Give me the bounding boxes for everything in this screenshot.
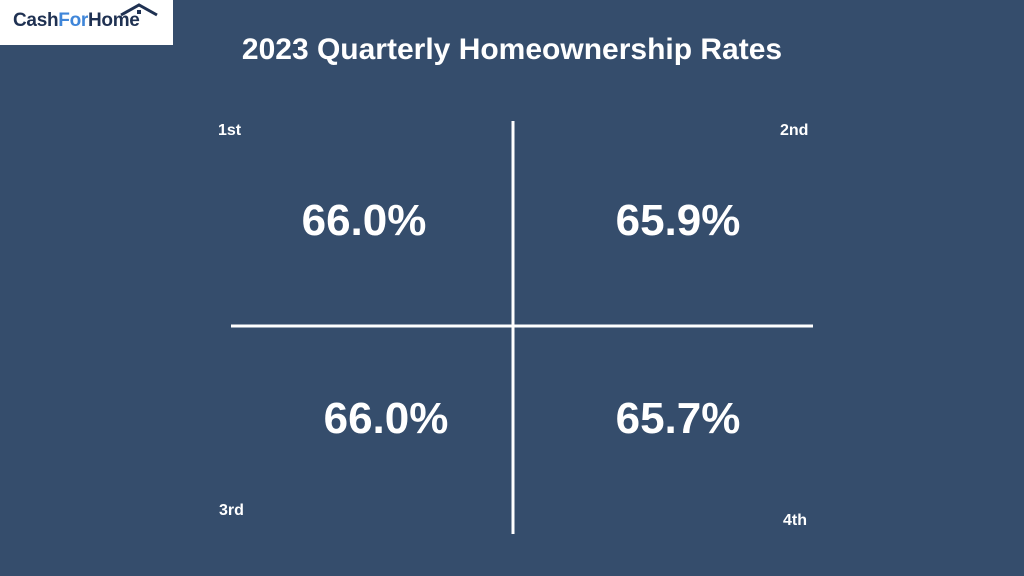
quarter-value-3rd: 66.0% bbox=[323, 394, 449, 443]
quarter-label-2nd: 2nd bbox=[780, 122, 809, 139]
logo-text-cash: Cash bbox=[13, 10, 59, 31]
quarter-label-1st: 1st bbox=[218, 122, 242, 139]
house-roof-icon bbox=[120, 3, 158, 17]
logo-text-home: Home bbox=[87, 10, 140, 31]
quarter-label-3rd: 3rd bbox=[219, 502, 244, 519]
chart-title: 2023 Quarterly Homeownership Rates bbox=[241, 33, 783, 66]
quarter-value-2nd: 65.9% bbox=[615, 196, 741, 245]
logo-text: CashForHome bbox=[13, 10, 140, 32]
logo: CashForHome bbox=[0, 0, 173, 45]
quarter-label-4th: 4th bbox=[783, 512, 807, 529]
quarter-value-1st: 66.0% bbox=[301, 196, 427, 245]
logo-text-for: For bbox=[58, 10, 88, 31]
quarter-value-4th: 65.7% bbox=[615, 394, 741, 443]
